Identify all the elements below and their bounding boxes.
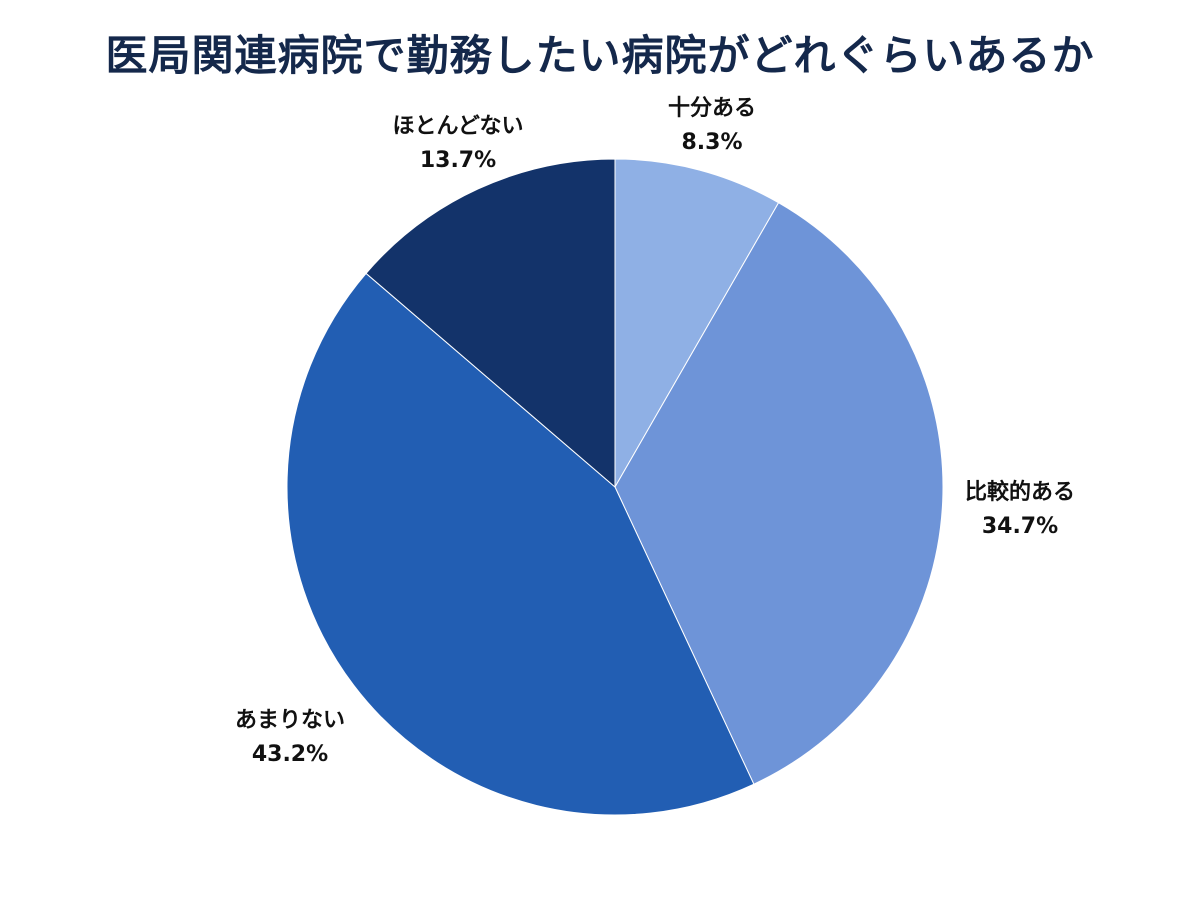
pie-slice [365, 158, 616, 489]
label-hikakuteki-aru: 比較的ある 34.7% [965, 476, 1075, 544]
chart-title: 医局関連病院で勤務したい病院がどれぐらいあるか [105, 31, 1095, 80]
label-name: 比較的ある [964, 480, 1076, 505]
label-value: 43.2% [251, 742, 329, 767]
label-value: 8.3% [681, 130, 743, 155]
pie-slices [286, 158, 944, 816]
label-value: 34.7% [981, 514, 1059, 539]
label-amari-nai: あまりない 43.2% [235, 704, 345, 772]
label-name: ほとんどない [392, 114, 524, 139]
label-name: あまりない [234, 708, 346, 733]
pie-slice [286, 272, 755, 816]
label-name: 十分ある [667, 96, 757, 121]
label-value: 13.7% [419, 148, 497, 173]
pie-slice [614, 202, 944, 785]
label-juubun-aru: 十分ある 8.3% [668, 92, 756, 160]
pie-slice [614, 158, 780, 489]
label-hotondo-nai: ほとんどない 13.7% [393, 110, 524, 178]
